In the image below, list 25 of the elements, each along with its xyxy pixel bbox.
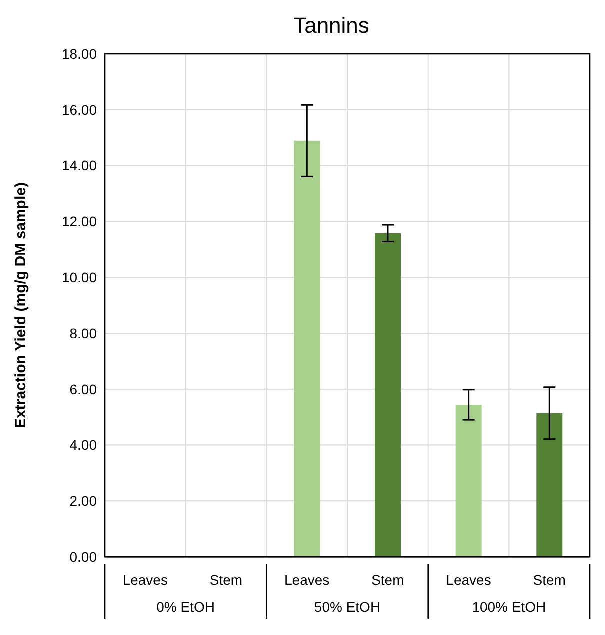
x-tick-label: Leaves bbox=[122, 572, 168, 588]
y-tick-label: 6.00 bbox=[70, 381, 98, 398]
bar bbox=[374, 233, 401, 557]
y-tick-label: 12.00 bbox=[62, 214, 98, 230]
y-tick-label: 14.00 bbox=[62, 158, 98, 174]
text: 0% EtOH bbox=[156, 599, 216, 615]
y-axis-title: Extraction Yield (mg/g DM sample) bbox=[12, 182, 30, 428]
bar bbox=[294, 140, 320, 557]
bar bbox=[456, 404, 482, 557]
x-tick-label: Stem bbox=[210, 572, 243, 588]
y-tick-label: 16.00 bbox=[62, 102, 98, 118]
text: 100% EtOH bbox=[472, 599, 546, 615]
x-tick-label: Stem bbox=[372, 572, 404, 588]
x-tick-label: Leaves bbox=[446, 572, 492, 588]
x-tick-label: Stem bbox=[533, 572, 566, 588]
chart-title: Tannins bbox=[292, 12, 370, 40]
text: 50% EtOH bbox=[314, 599, 381, 615]
bar bbox=[536, 413, 563, 557]
y-tick-label: 0.00 bbox=[70, 548, 98, 565]
y-tick-label: 18.00 bbox=[62, 46, 98, 62]
y-tick-label: 10.00 bbox=[62, 270, 98, 286]
y-tick-label: 8.00 bbox=[70, 325, 98, 342]
y-tick-label: 2.00 bbox=[70, 493, 98, 510]
y-tick-label: 4.00 bbox=[70, 437, 98, 454]
x-tick-label: Leaves bbox=[284, 572, 330, 588]
